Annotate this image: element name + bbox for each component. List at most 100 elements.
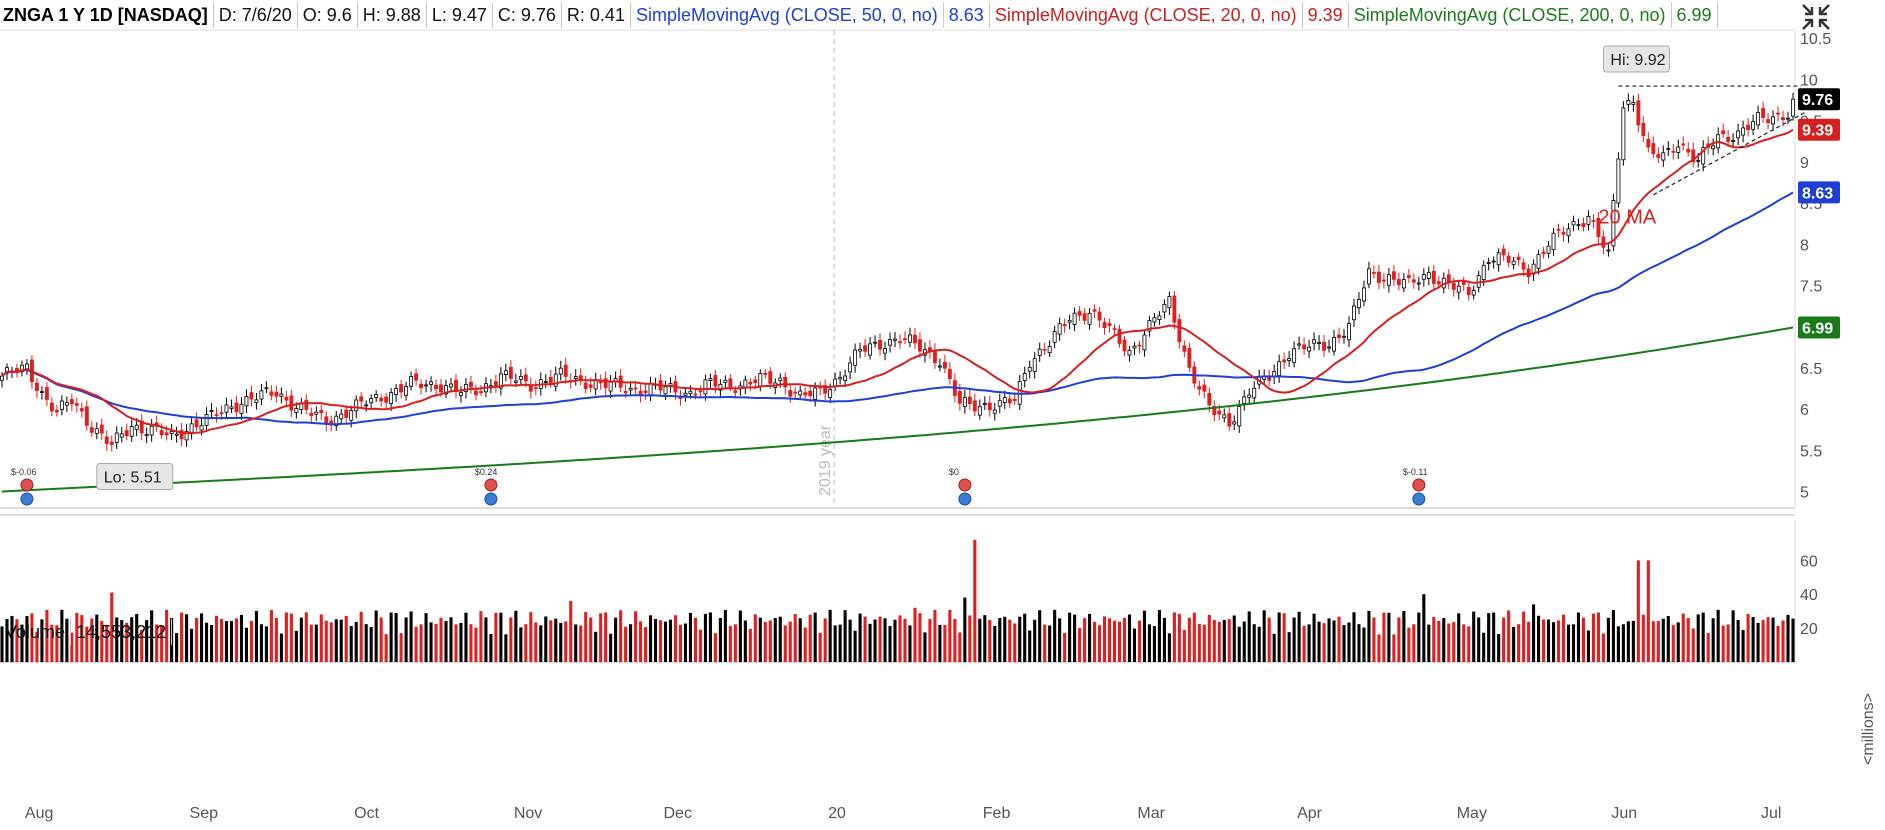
volume-bar (1711, 618, 1715, 662)
volume-bar (1152, 626, 1156, 662)
volume-bar (1566, 624, 1571, 662)
candle-body (992, 409, 997, 414)
y-tick-label: 6 (1800, 402, 1809, 419)
volume-bar (274, 617, 278, 662)
candle-body (1267, 376, 1272, 381)
volume-bar (1556, 620, 1561, 662)
volume-bar (1142, 610, 1146, 662)
volume-label[interactable]: Volume (0, 619, 72, 645)
candle-body (264, 387, 269, 390)
candle-body (1317, 342, 1322, 344)
volume-bar (1671, 625, 1675, 662)
volume-bar (858, 613, 862, 662)
candle-body (543, 381, 548, 383)
volume-bar (219, 619, 224, 662)
volume-bar (688, 612, 693, 662)
volume-bar (294, 630, 298, 662)
volume-bar (354, 621, 358, 662)
volume-bar (1058, 618, 1062, 662)
candle-body (1097, 311, 1102, 321)
volume-bar (1277, 612, 1281, 662)
candle-body (798, 390, 803, 396)
candle-body (1431, 270, 1436, 284)
candle-body (1092, 309, 1097, 312)
volume-bar (1786, 614, 1790, 662)
candle-body (698, 390, 703, 393)
candle-body (424, 384, 428, 387)
candle-body (99, 424, 104, 434)
candle-body (1661, 152, 1666, 161)
volume-bar (5, 619, 9, 662)
volume-bar (1776, 625, 1780, 662)
candle-body (878, 339, 882, 350)
candle-body (1027, 366, 1032, 372)
volume-bar (204, 622, 209, 662)
volume-bar (943, 625, 947, 662)
candle-body (858, 348, 863, 352)
volume-bar (1641, 614, 1645, 662)
candle-body (548, 376, 553, 384)
volume-bar (1207, 614, 1211, 662)
candle-body (369, 398, 374, 404)
volume-bar (110, 592, 114, 662)
candle-body (1406, 275, 1411, 278)
candle-body (1012, 398, 1017, 401)
candle-body (354, 399, 359, 412)
sma20-label[interactable]: SimpleMovingAvg (CLOSE, 20, 0, no) (990, 2, 1303, 28)
candle-body (1416, 282, 1421, 285)
volume-bar (1571, 624, 1576, 662)
candle-body (1771, 116, 1775, 125)
volume-bar (1726, 624, 1730, 662)
sma20-badge-bg (1798, 118, 1840, 141)
lo-callout-bg (96, 462, 174, 490)
volume-bar (1482, 632, 1486, 662)
volume-bar (1532, 604, 1536, 662)
hi-callout-bg (1602, 45, 1670, 73)
candle-body (1671, 150, 1676, 153)
candle-body (1207, 392, 1212, 406)
sma200-label[interactable]: SimpleMovingAvg (CLOSE, 200, 0, no) (1349, 2, 1672, 28)
y-tick-label: 10 (1800, 72, 1818, 89)
volume-bar (384, 634, 388, 662)
x-tick-label: Nov (514, 805, 542, 822)
candle-body (937, 365, 942, 368)
volume-bar (244, 627, 249, 662)
dividend-icon (1412, 492, 1426, 506)
candle-body (1287, 358, 1292, 361)
candle-body (1581, 223, 1586, 228)
candle-body (1057, 323, 1062, 335)
volume-bar (1432, 617, 1436, 662)
candle-body (74, 403, 79, 406)
candle-body (1007, 398, 1012, 404)
volume-bar (958, 632, 962, 662)
sma50-label[interactable]: SimpleMovingAvg (CLOSE, 50, 0, no) (631, 2, 944, 28)
candle-body (1681, 143, 1686, 146)
volume-bar (1457, 613, 1461, 662)
volume-bar (1212, 619, 1216, 662)
volume-bar (135, 614, 139, 662)
candle-body (339, 413, 344, 420)
candle-body (449, 383, 453, 388)
symbol-label[interactable]: ZNGA 1 Y 1D [NASDAQ] (0, 2, 214, 28)
volume-bar (758, 617, 762, 662)
candle-body (1052, 331, 1057, 343)
volume-bar (1307, 624, 1311, 662)
candle-body (219, 412, 224, 415)
candle-body (174, 433, 179, 436)
candle-body (1686, 148, 1691, 153)
candle-body (863, 345, 868, 352)
volume-bar (224, 621, 229, 662)
candle-body (1022, 373, 1027, 381)
volume-bar (155, 624, 159, 662)
volume-bar (1621, 624, 1625, 662)
candle-body (269, 391, 274, 396)
volume-bar (60, 609, 64, 662)
volume-bar (1781, 620, 1785, 662)
candle-body (239, 403, 244, 414)
collapse-icon[interactable] (1800, 2, 1832, 32)
volume-bar (549, 620, 553, 662)
candle-body (344, 409, 349, 418)
volume-bar (668, 619, 673, 662)
